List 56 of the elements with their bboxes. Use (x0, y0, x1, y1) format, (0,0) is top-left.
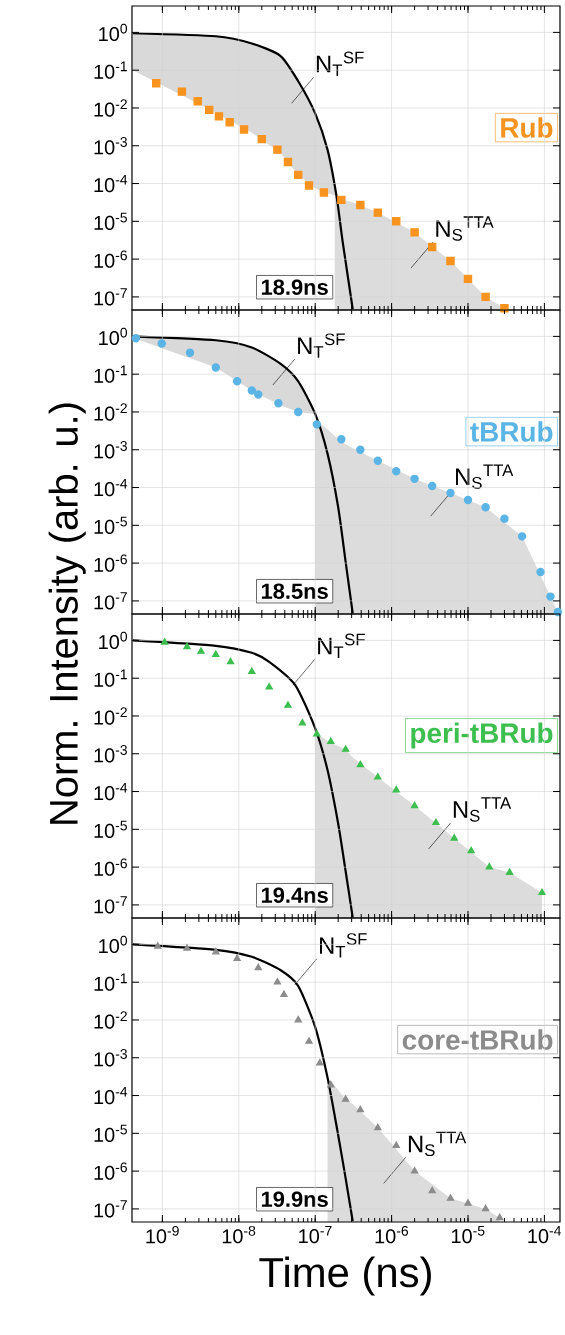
y-tick-label: 10$^{-3}$ (94, 137, 127, 155)
y-tick-label: 10$^{-3}$ (94, 745, 127, 763)
x-axis-title: Time (ns) (259, 1256, 431, 1296)
y-tick-label: 10$^{-7}$ (94, 288, 127, 306)
annotation: N$_{T}$SF (318, 633, 365, 658)
y-tick-label: 10$^{-7}$ (94, 1200, 127, 1218)
annotation: N$_{T}$SF (298, 333, 345, 358)
y-tick-label: 10$^{0}$ (99, 23, 128, 42)
y-tick-label: 10$^{-4}$ (94, 1086, 128, 1105)
y-tick-label: 10$^{-5}$ (94, 820, 127, 838)
y-tick-label: 10$^{-6}$ (94, 554, 127, 572)
y-tick-label: 10$^{-5}$ (94, 516, 127, 534)
annotation: N$_{S}$TTA (436, 216, 494, 241)
y-tick-label: 10$^{-2}$ (94, 707, 127, 725)
y-tick-label: 10$^{-6}$ (94, 858, 127, 876)
y-tick-label: 10$^{-3}$ (94, 1049, 127, 1067)
x-tick-label: 10$^{-5}$ (451, 1225, 485, 1244)
annotation: 18.9ns (261, 279, 328, 295)
y-tick-label: 10$^{-3}$ (94, 441, 127, 459)
annotation: N$_{S}$TTA (456, 464, 514, 489)
y-tick-label: 10$^{-2}$ (94, 99, 127, 117)
y-tick-label: 10$^{-5}$ (94, 1124, 127, 1142)
annotation: N$_{T}$SF (316, 51, 364, 76)
y-tick-label: 10$^{-5}$ (94, 212, 127, 230)
y-tick-label: 10$^{-6}$ (94, 1162, 127, 1180)
annotation: 19.4ns (261, 887, 328, 903)
y-tick-label: 10$^{0}$ (99, 631, 128, 650)
y-axis-title: Norm. Intensity (arb. u.) (48, 403, 86, 824)
y-tick-label: 10$^{-7}$ (94, 592, 127, 610)
x-tick-label: 10$^{-6}$ (375, 1225, 409, 1244)
y-tick-label: 10$^{-1}$ (94, 365, 127, 383)
x-tick-label: 10$^{-7}$ (299, 1225, 332, 1244)
series-label: tBRub (470, 421, 553, 442)
y-tick-label: 10$^{-2}$ (94, 403, 127, 421)
annotation: 18.5ns (261, 583, 328, 599)
x-tick-label: 10$^{-4}$ (528, 1225, 562, 1244)
y-tick-label: 10$^{-1}$ (94, 61, 127, 79)
y-tick-label: 10$^{-7}$ (94, 896, 127, 914)
y-tick-label: 10$^{0}$ (99, 935, 128, 954)
annotation: N$_{T}$SF (320, 933, 367, 958)
annotation: N$_{S}$TTA (408, 1131, 467, 1157)
y-tick-label: 10$^{0}$ (99, 327, 128, 346)
y-tick-label: 10$^{-4}$ (94, 174, 128, 193)
y-tick-label: 10$^{-2}$ (94, 1011, 127, 1029)
y-tick-label: 10$^{-1}$ (94, 669, 127, 687)
annotation: 19.9ns (261, 1191, 328, 1207)
text: core-tBRub (402, 1029, 553, 1050)
y-tick-label: 10$^{-6}$ (94, 250, 127, 268)
x-tick-label: 10$^{-8}$ (222, 1225, 256, 1244)
annotation: N$_{S}$TTA (453, 797, 512, 822)
text: Rub (501, 117, 553, 138)
y-tick-label: 10$^{-4}$ (94, 782, 128, 801)
y-tick-label: 10$^{-1}$ (94, 973, 127, 991)
y-tick-label: 10$^{-4}$ (94, 478, 128, 497)
x-tick-label: 10$^{-9}$ (146, 1225, 179, 1244)
series-label: peri-tBRub (411, 722, 553, 749)
